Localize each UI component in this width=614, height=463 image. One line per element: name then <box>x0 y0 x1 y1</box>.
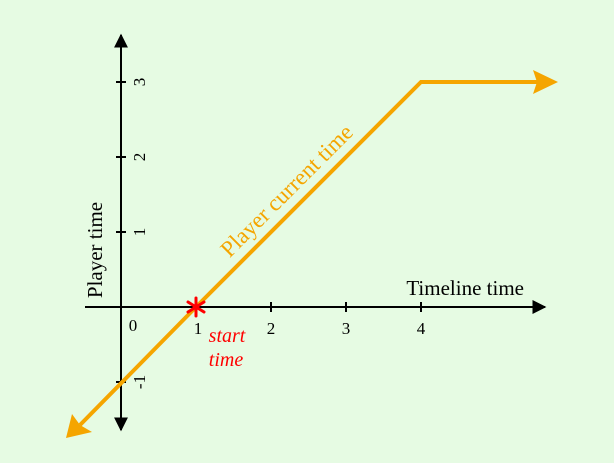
x-tick-label-3: 3 <box>342 319 351 338</box>
x-tick-label-4: 4 <box>417 319 426 338</box>
x-axis-label: Timeline time <box>406 276 524 300</box>
player-line-arrowhead-right <box>533 70 558 94</box>
x-tick-label-0: 0 <box>129 316 138 335</box>
y-tick-label-minus1: -1 <box>130 375 149 389</box>
start-time-label-line2: time <box>209 349 244 371</box>
x-tick-label-2: 2 <box>267 319 276 338</box>
y-tick-label-3: 3 <box>130 78 149 87</box>
y-tick-label-1: 1 <box>130 228 149 237</box>
x-tick-label-1: 1 <box>194 319 203 338</box>
y-axis-label: Player time <box>83 202 107 298</box>
player-time-line <box>78 80 537 427</box>
start-time-label-line1: start <box>209 325 246 347</box>
start-time-marker <box>186 296 206 318</box>
y-tick-label-2: 2 <box>130 153 149 162</box>
player-line-label: Player current time <box>216 120 358 262</box>
player-line-arrowhead-left <box>66 414 92 438</box>
